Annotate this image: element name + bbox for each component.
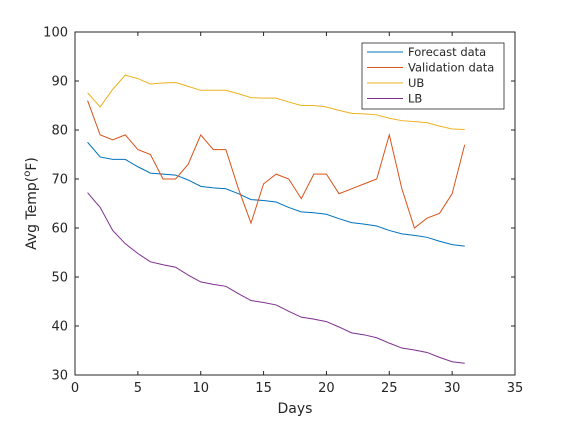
series-line-3 xyxy=(87,192,465,364)
x-tick-label: 5 xyxy=(134,381,142,396)
y-axis-label: Avg Temp(oF) xyxy=(22,157,40,250)
y-axis-label-superscript: o xyxy=(22,171,33,177)
x-tick-label: 25 xyxy=(381,381,398,396)
ticks-layer: 0 5 10 15 20 25 30 35 30 40 50 60 70 80 90 100 xyxy=(43,26,523,397)
y-tick-label: 50 xyxy=(51,271,68,286)
y-tick-label: 60 xyxy=(51,222,68,237)
legend-label-3: LB xyxy=(408,92,422,106)
x-tick-label: 35 xyxy=(507,381,524,396)
legend-label-1: Validation data xyxy=(408,61,494,75)
series-line-2 xyxy=(87,74,465,131)
series-layer xyxy=(87,74,466,364)
series-line-1 xyxy=(87,100,466,229)
y-tick-label: 30 xyxy=(51,369,68,384)
legend-label-2: UB xyxy=(408,76,424,90)
x-tick-label: 15 xyxy=(255,381,272,396)
y-tick-label: 70 xyxy=(51,173,68,188)
x-tick-label: 20 xyxy=(318,381,335,396)
y-tick-label: 100 xyxy=(43,26,68,41)
y-tick-label: 40 xyxy=(51,320,68,335)
y-axis-label-main: Avg Temp( xyxy=(24,177,40,250)
x-tick-label: 10 xyxy=(192,381,209,396)
series-line-0 xyxy=(87,141,465,247)
y-axis-label-end: F) xyxy=(24,157,40,171)
y-tick-label: 90 xyxy=(51,75,68,90)
x-tick-label: 0 xyxy=(71,381,79,396)
axes-box xyxy=(74,31,516,376)
y-tick-label: 80 xyxy=(51,124,68,139)
x-axis-label: Days xyxy=(278,401,313,417)
x-tick-label: 30 xyxy=(444,381,461,396)
legend-label-0: Forecast data xyxy=(408,45,486,59)
